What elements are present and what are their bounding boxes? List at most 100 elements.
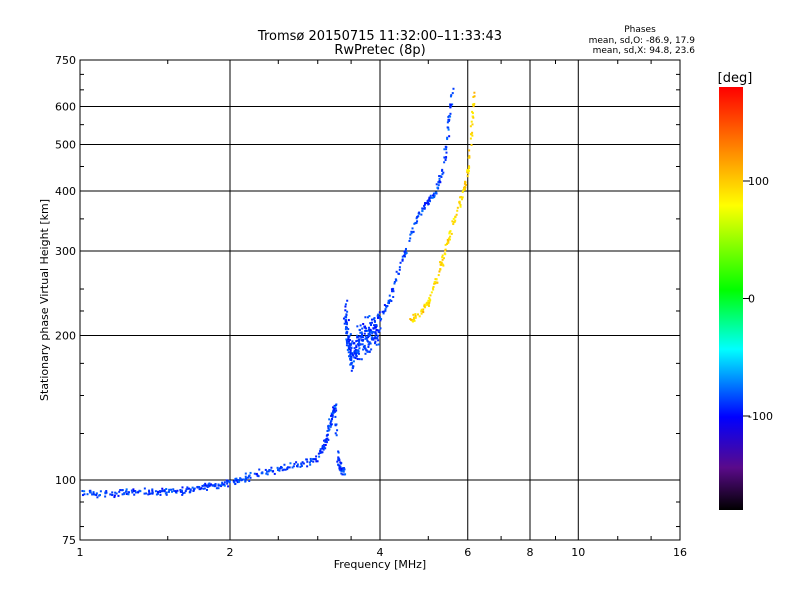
echo-point [446, 242, 449, 245]
echo-point [447, 239, 450, 242]
echo-point [121, 493, 124, 496]
echo-point [392, 290, 395, 293]
echo-point [348, 347, 351, 350]
echo-point [145, 492, 148, 495]
echo-point [427, 303, 430, 306]
echo-point [433, 196, 436, 199]
y-tick-label: 400 [55, 185, 76, 198]
echo-point [313, 458, 316, 461]
echo-point [444, 159, 447, 162]
echo-point [362, 345, 365, 348]
echo-point [460, 195, 463, 198]
echo-point [437, 184, 440, 187]
echo-point [376, 334, 379, 337]
echo-point [421, 207, 424, 210]
echo-point [246, 476, 249, 479]
echo-point [443, 148, 446, 151]
echo-point [322, 446, 325, 449]
echo-point [471, 123, 474, 126]
echo-point [161, 490, 164, 493]
echo-point [391, 290, 394, 293]
echo-point [348, 338, 351, 341]
echo-point [437, 274, 440, 277]
echo-point [255, 473, 258, 476]
echo-point [235, 479, 238, 482]
echo-point [420, 308, 423, 311]
echo-point [439, 181, 442, 184]
echo-point [81, 494, 84, 497]
echo-point [284, 468, 287, 471]
echo-point [450, 232, 453, 235]
echo-point [443, 161, 446, 164]
echo-point [334, 404, 337, 407]
echo-point [363, 344, 366, 347]
echo-point [329, 420, 332, 423]
echo-point [347, 345, 350, 348]
echo-point [237, 479, 240, 482]
echo-point [471, 131, 474, 134]
echo-point [306, 465, 309, 468]
echo-point [350, 369, 353, 372]
echo-point [426, 200, 429, 203]
echo-point [181, 486, 184, 489]
echo-point [349, 333, 352, 336]
echo-point [467, 169, 470, 172]
echo-point [309, 459, 312, 462]
echo-point [373, 317, 376, 320]
y-tick-label: 750 [55, 54, 76, 67]
echo-point [233, 481, 236, 484]
echo-point [452, 217, 455, 220]
echo-point [266, 473, 269, 476]
echo-point [170, 488, 173, 491]
echo-point [319, 450, 322, 453]
echo-point [461, 196, 464, 199]
echo-point [342, 317, 345, 320]
echo-point [349, 349, 352, 352]
echo-point [315, 455, 318, 458]
echo-point [185, 488, 188, 491]
echo-point [359, 324, 362, 327]
echo-point [305, 458, 308, 461]
echo-point [377, 331, 380, 334]
echo-point [359, 343, 362, 346]
echo-point [179, 488, 182, 491]
echo-point [160, 490, 163, 493]
echo-point [421, 309, 424, 312]
echo-point [355, 346, 358, 349]
echo-point [356, 325, 359, 328]
echo-point [354, 348, 357, 351]
echo-point [238, 480, 241, 483]
echo-point [425, 302, 428, 305]
echo-point [451, 103, 454, 106]
echo-point [375, 329, 378, 332]
echo-point [447, 119, 450, 122]
echo-point [460, 198, 463, 201]
echo-point [350, 342, 353, 345]
echo-point [337, 457, 340, 460]
echo-point [362, 336, 365, 339]
echo-point [309, 457, 312, 460]
echo-point [472, 105, 475, 108]
echo-point [368, 334, 371, 337]
echo-point [372, 327, 375, 330]
echo-point [115, 492, 118, 495]
echo-point [384, 308, 387, 311]
echo-point [358, 341, 361, 344]
echo-point [223, 481, 226, 484]
echo-point [217, 484, 220, 487]
echo-point [387, 302, 390, 305]
echo-point [459, 204, 462, 207]
echo-point [336, 429, 339, 432]
echo-point [349, 354, 352, 357]
echo-point [384, 304, 387, 307]
echo-point [269, 469, 272, 472]
echo-point [332, 406, 335, 409]
echo-point [324, 439, 327, 442]
echo-point [430, 291, 433, 294]
echo-point [371, 338, 374, 341]
echo-point [468, 156, 471, 159]
echo-point [444, 253, 447, 256]
echo-point [449, 103, 452, 106]
echo-point [364, 329, 367, 332]
echo-point [378, 311, 381, 314]
